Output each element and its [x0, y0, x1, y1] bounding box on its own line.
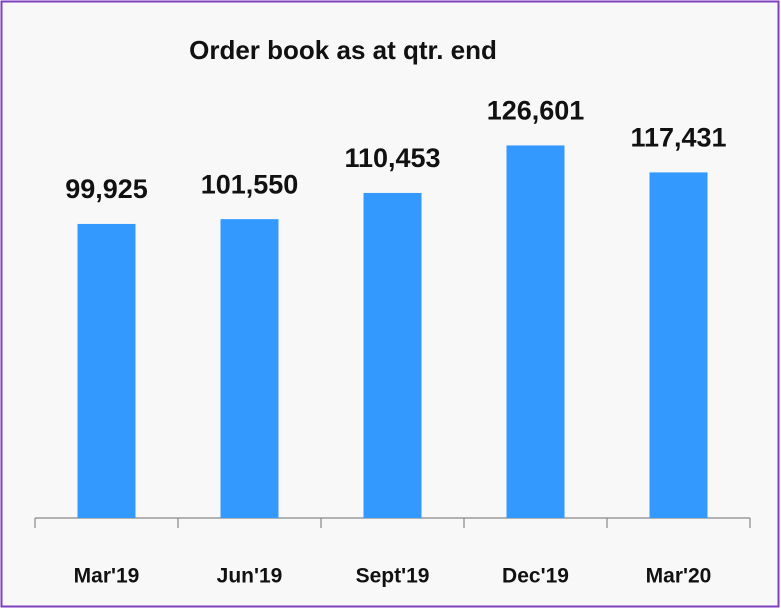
bar	[506, 145, 565, 518]
x-tick-label: Mar'20	[646, 565, 712, 588]
data-label: 117,431	[630, 123, 726, 153]
x-tick-label: Dec'19	[502, 565, 569, 588]
data-label: 110,453	[344, 143, 440, 173]
x-tick-label: Sept'19	[356, 565, 430, 588]
data-label: 126,601	[487, 96, 585, 126]
chart-title: Order book as at qtr. end	[189, 35, 497, 65]
bar	[220, 219, 279, 518]
data-label: 99,925	[65, 174, 148, 204]
x-tick-label: Mar'19	[74, 565, 140, 588]
bar	[363, 192, 422, 518]
x-tick-label: Jun'19	[217, 565, 283, 588]
data-label: 101,550	[201, 169, 299, 199]
bar	[649, 172, 708, 518]
bar	[77, 223, 136, 518]
